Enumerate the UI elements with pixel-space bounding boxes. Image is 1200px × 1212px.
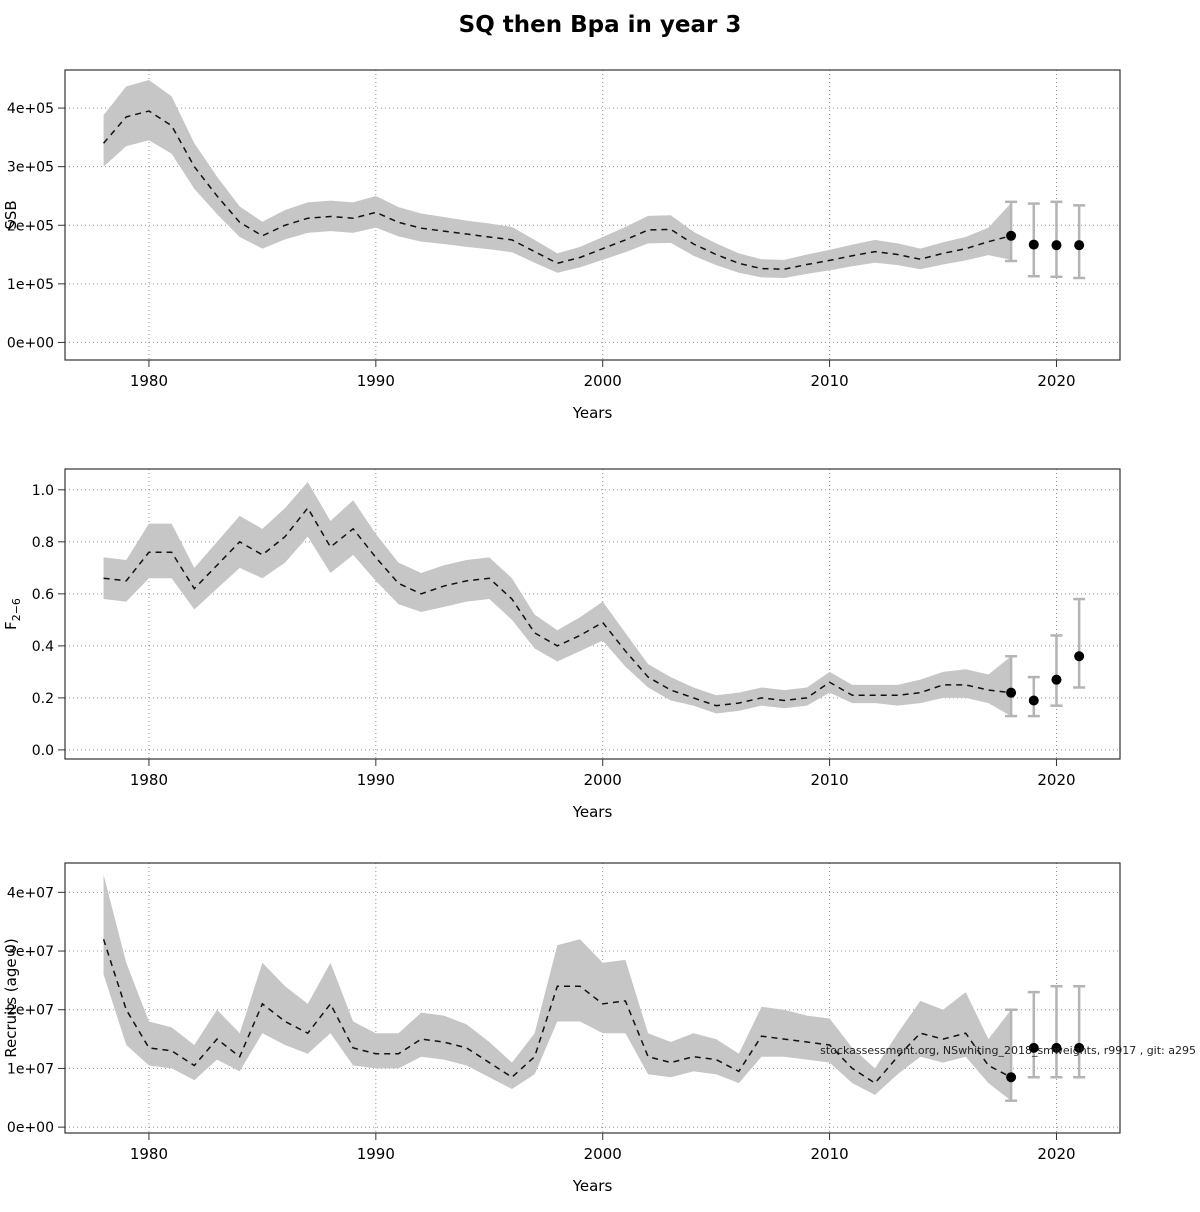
x-tick-label: 1980 [130,771,168,789]
y-tick-label: 0.6 [32,587,54,603]
forecast-point [1028,239,1039,250]
x-tick-label: 2000 [584,372,622,390]
fishing-mortality-chart: 1980 1990 2000 2010 2020 0.0 0.2 0.4 0.6 0.8 1.0 Ye… [2,468,1121,821]
plot-border [64,69,1121,361]
forecast-point [1006,230,1017,241]
estimate-line [103,110,1012,270]
x-tick-label: 2010 [810,771,848,789]
confidence-band [103,79,1012,278]
x-tick-label: 1980 [130,372,168,390]
y-tick-label: 1e+05 [7,277,54,293]
ssb-chart: 1980 1990 2000 2010 2020 0e+00 1e+05 2e+05 3e+05… [2,69,1121,422]
fishing-mortality-panel: 1980 1990 2000 2010 2020 0.0 0.2 0.4 0.6 0.8 1.0 Ye… [0,449,1200,848]
y-tick-label: 1.0 [32,483,54,499]
recruits-panel: 1980 1990 2000 2010 2020 0e+00 1e+07 2e+07 3e+07… [0,848,1200,1212]
y-axis-label: Recruits (age 0) [2,938,20,1058]
forecast-point [1051,1042,1062,1053]
x-tick-label: 2020 [1037,771,1075,789]
y-tick-label: 0e+00 [7,1120,54,1136]
y-tick-label: 3e+07 [7,944,54,960]
forecast-point [1006,1072,1017,1083]
x-tick-label: 2020 [1037,372,1075,390]
y-tick-label: 0.8 [32,535,54,551]
y-tick-label: 4e+05 [7,101,54,117]
x-tick-label: 1990 [357,771,395,789]
plot-border [64,468,1121,760]
x-tick-label: 2000 [584,1145,622,1163]
y-tick-label: 2e+07 [7,1003,54,1019]
x-tick-label: 1980 [130,1145,168,1163]
recruits-chart: 1980 1990 2000 2010 2020 0e+00 1e+07 2e+07 3e+07… [2,862,1121,1195]
y-tick-label: 1e+07 [7,1061,54,1077]
x-axis-label: Years [572,803,613,821]
forecast-point [1074,651,1085,662]
y-tick-label: 4e+07 [7,885,54,901]
confidence-band [103,482,1012,717]
y-axis-label: SSB [2,200,20,229]
forecast-point [1028,1042,1039,1053]
forecast-point [1028,695,1039,706]
stockassessment-watermark: stockassessment.org, NSwhiting_2018_smwe… [820,1044,1196,1057]
y-tick-label: 0e+00 [7,335,54,351]
x-axis-label: Years [572,404,613,422]
y-tick-label: 0.2 [32,691,54,707]
forecast-point [1006,687,1017,698]
x-tick-label: 2010 [810,372,848,390]
x-tick-label: 2000 [584,771,622,789]
x-tick-label: 1990 [357,372,395,390]
estimate-line [102,939,1012,1085]
plot-border [64,862,1121,1134]
x-tick-label: 1990 [357,1145,395,1163]
y-tick-label: 0.4 [32,639,54,655]
y-tick-label: 0.0 [32,743,54,759]
forecast-point [1051,240,1062,251]
x-tick-label: 2020 [1037,1145,1075,1163]
y-tick-label: 2e+05 [7,218,54,234]
x-tick-label: 2010 [810,1145,848,1163]
forecast-point [1074,240,1085,251]
y-axis-label: F2−6 [2,598,23,630]
estimate-line [103,506,1012,707]
y-tick-label: 3e+05 [7,160,54,176]
ssb-panel: 1980 1990 2000 2010 2020 0e+00 1e+05 2e+05 3e+05… [0,50,1200,449]
figure-title: SQ then Bpa in year 3 [458,12,742,38]
forecast-point [1074,1042,1085,1053]
forecast-point [1051,674,1062,685]
x-axis-label: Years [572,1177,613,1195]
